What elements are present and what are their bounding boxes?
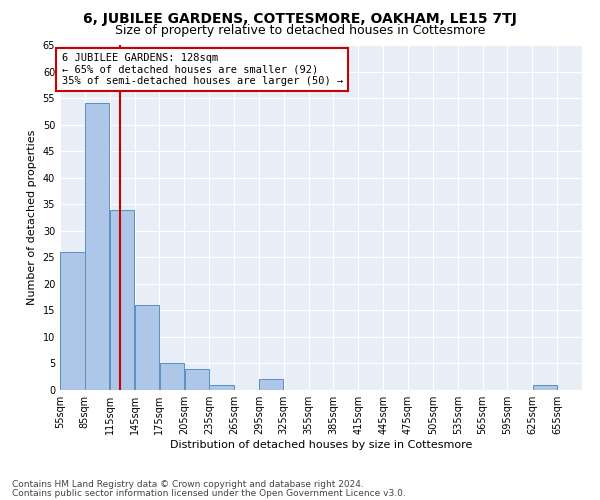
Bar (85, 104, 109, 390)
Text: 6, JUBILEE GARDENS, COTTESMORE, OAKHAM, LE15 7TJ: 6, JUBILEE GARDENS, COTTESMORE, OAKHAM, … (83, 12, 517, 26)
Bar (60, 252, 85, 390)
Bar (259, 380, 283, 390)
Bar (160, 364, 184, 390)
Text: Size of property relative to detached houses in Cottesmore: Size of property relative to detached ho… (115, 24, 485, 37)
Y-axis label: Number of detached properties: Number of detached properties (27, 130, 37, 305)
Text: Contains public sector information licensed under the Open Government Licence v3: Contains public sector information licen… (12, 488, 406, 498)
Bar (209, 384, 234, 390)
Bar (185, 369, 209, 390)
Text: Contains HM Land Registry data © Crown copyright and database right 2024.: Contains HM Land Registry data © Crown c… (12, 480, 364, 489)
Bar (110, 210, 134, 390)
Text: 6 JUBILEE GARDENS: 128sqm
← 65% of detached houses are smaller (92)
35% of semi-: 6 JUBILEE GARDENS: 128sqm ← 65% of detac… (62, 53, 343, 86)
Bar (135, 305, 159, 390)
X-axis label: Distribution of detached houses by size in Cottesmore: Distribution of detached houses by size … (170, 440, 472, 450)
Bar (533, 384, 557, 390)
